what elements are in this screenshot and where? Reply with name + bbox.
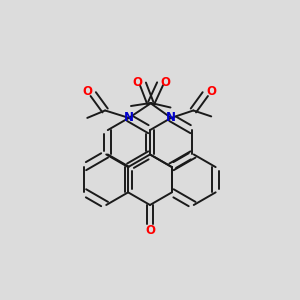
Text: O: O	[132, 76, 142, 89]
Text: O: O	[160, 76, 170, 89]
Text: O: O	[206, 85, 216, 98]
Text: O: O	[82, 85, 92, 98]
Text: O: O	[145, 224, 155, 237]
Text: N: N	[166, 111, 176, 124]
Text: N: N	[124, 111, 134, 124]
